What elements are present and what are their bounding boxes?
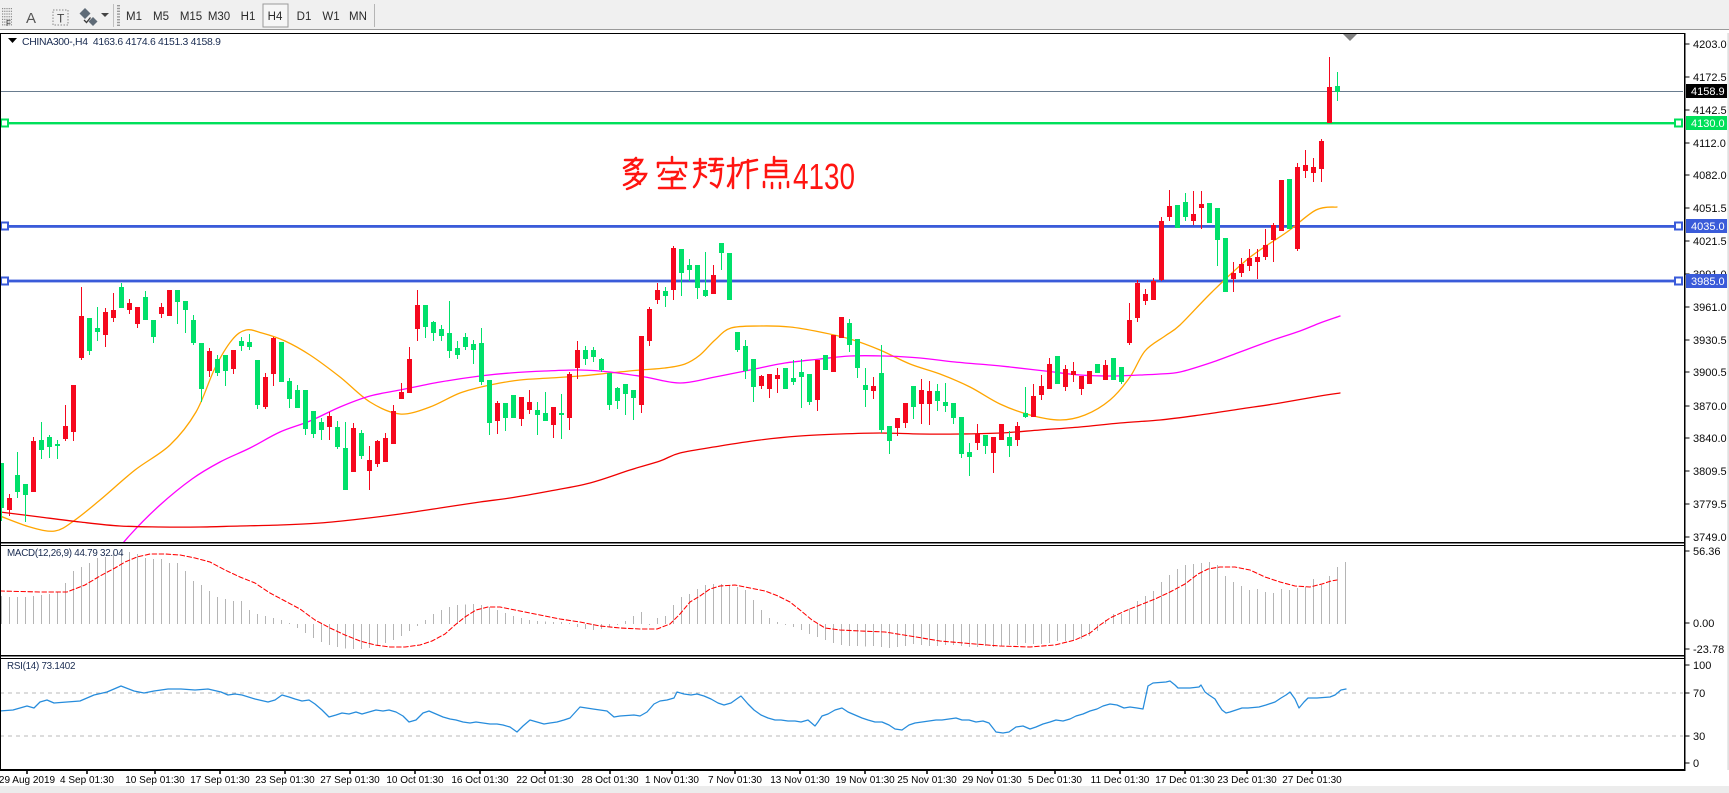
svg-text:CHINA300-,H4 4163.6 4174.6 41: CHINA300-,H4 4163.6 4174.6 4151.3 4158.9 [22,37,221,48]
svg-text:28 Oct 01:30: 28 Oct 01:30 [581,775,639,786]
svg-text:29 Nov 01:30: 29 Nov 01:30 [962,775,1022,786]
svg-text:27 Dec 01:30: 27 Dec 01:30 [1282,775,1342,786]
svg-text:3779.5: 3779.5 [1693,499,1727,511]
svg-text:4051.5: 4051.5 [1693,203,1727,215]
svg-text:3985.0: 3985.0 [1691,276,1725,288]
svg-text:4112.0: 4112.0 [1693,138,1726,150]
svg-text:3900.5: 3900.5 [1693,367,1727,379]
svg-text:D1: D1 [297,11,312,23]
svg-text:7 Nov 01:30: 7 Nov 01:30 [708,775,762,786]
svg-text:4035.0: 4035.0 [1691,221,1725,233]
svg-text:13 Nov 01:30: 13 Nov 01:30 [770,775,830,786]
svg-text:30: 30 [1693,731,1705,743]
svg-text:MN: MN [349,11,367,23]
svg-text:M5: M5 [153,11,169,23]
svg-text:H1: H1 [241,11,256,23]
svg-text:A: A [26,10,36,27]
svg-text:T: T [57,12,65,26]
svg-text:23 Sep 01:30: 23 Sep 01:30 [255,775,315,786]
svg-text:M15: M15 [180,11,202,23]
svg-text:29 Aug 2019: 29 Aug 2019 [0,775,56,786]
svg-text:10 Oct 01:30: 10 Oct 01:30 [386,775,444,786]
svg-text:3840.0: 3840.0 [1693,433,1727,445]
svg-text:W1: W1 [322,11,339,23]
svg-text:4082.0: 4082.0 [1693,170,1727,182]
svg-text:H4: H4 [268,11,283,23]
svg-text:27 Sep 01:30: 27 Sep 01:30 [320,775,380,786]
svg-text:4021.5: 4021.5 [1693,236,1727,248]
svg-text:16 Oct 01:30: 16 Oct 01:30 [451,775,509,786]
svg-text:25 Nov 01:30: 25 Nov 01:30 [897,775,957,786]
svg-text:3930.5: 3930.5 [1693,335,1727,347]
svg-text:0.00: 0.00 [1693,618,1714,630]
svg-text:M30: M30 [208,11,230,23]
svg-text:MACD(12,26,9) 44.79 32.04: MACD(12,26,9) 44.79 32.04 [7,548,124,559]
svg-text:17 Sep 01:30: 17 Sep 01:30 [190,775,250,786]
svg-text:11 Dec 01:30: 11 Dec 01:30 [1091,775,1150,786]
svg-text:M1: M1 [126,11,142,23]
svg-text:19 Nov 01:30: 19 Nov 01:30 [835,775,895,786]
svg-text:4158.9: 4158.9 [1691,86,1725,98]
svg-text:17 Dec 01:30: 17 Dec 01:30 [1155,775,1215,786]
svg-text:5 Dec 01:30: 5 Dec 01:30 [1028,775,1082,786]
svg-text:4142.5: 4142.5 [1693,105,1727,117]
svg-text:56.36: 56.36 [1693,546,1721,558]
svg-text:RSI(14) 73.1402: RSI(14) 73.1402 [7,661,75,672]
svg-text:100: 100 [1693,660,1711,672]
svg-text:F: F [6,19,11,28]
svg-text:4130.0: 4130.0 [1691,118,1725,130]
svg-text:3870.0: 3870.0 [1693,401,1727,413]
svg-text:-23.78: -23.78 [1693,644,1724,656]
svg-text:70: 70 [1693,688,1705,700]
svg-text:23 Dec 01:30: 23 Dec 01:30 [1217,775,1277,786]
svg-text:3749.0: 3749.0 [1693,532,1727,544]
svg-text:3961.0: 3961.0 [1693,302,1727,314]
svg-text:22 Oct 01:30: 22 Oct 01:30 [516,775,574,786]
svg-text:10 Sep 01:30: 10 Sep 01:30 [125,775,185,786]
svg-text:3809.5: 3809.5 [1693,466,1727,478]
svg-text:1 Nov 01:30: 1 Nov 01:30 [645,775,699,786]
svg-text:4 Sep 01:30: 4 Sep 01:30 [60,775,114,786]
svg-text:4130: 4130 [793,156,855,197]
svg-text:4172.5: 4172.5 [1693,72,1727,84]
svg-text:4203.0: 4203.0 [1693,39,1727,51]
svg-text:0: 0 [1693,758,1699,770]
